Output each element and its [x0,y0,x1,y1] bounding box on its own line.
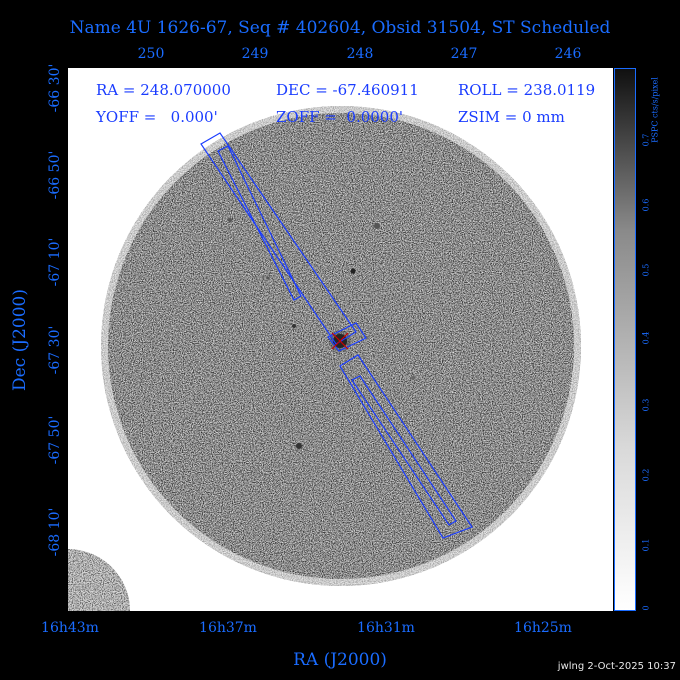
dec-tick-label: -67 30' [47,325,63,375]
sky-image [68,68,613,611]
yoff-readout: YOFF = 0.000' [96,108,218,126]
sky-image-panel[interactable]: RA = 248.070000 DEC = -67.460911 ROLL = … [68,68,613,611]
colorbar-tick: 0.3 [641,398,651,412]
dec-tick-label: -66 30' [47,63,63,113]
dec-tick-label: -67 10' [47,237,63,287]
bottom-tick-label: 16h31m [357,620,415,636]
target-marker [331,332,349,350]
detector-outline [200,132,473,539]
zoff-readout: ZOFF = 0.0000' [276,108,404,126]
x-axis-label: RA (J2000) [293,650,387,670]
y-axis-label: Dec (J2000) [10,289,31,391]
dec-tick-label: -67 50' [47,415,63,465]
top-tick-label: 248 [346,46,374,62]
colorbar-tick: 0.2 [641,468,651,482]
colorbar-tick: 0.6 [641,198,651,212]
colorbar-tick: 0.4 [641,331,651,345]
top-tick-label: 250 [137,46,165,62]
zsim-readout: ZSIM = 0 mm [458,108,565,126]
top-tick-label: 247 [450,46,478,62]
roll-readout: ROLL = 238.0119 [458,81,596,99]
dec-readout: DEC = -67.460911 [276,81,419,99]
dec-tick-label: -68 10' [47,507,63,557]
colorbar-tick: 0.5 [641,263,651,277]
colorbar-tick: 0.7 [641,133,651,147]
colorbar-unit: PSPC cts/s/pixel [650,77,660,143]
bottom-tick-label: 16h25m [514,620,572,636]
dec-tick-label: -66 50' [47,150,63,200]
footer-timestamp: jwlng 2-Oct-2025 10:37 [557,661,676,672]
plot-title: Name 4U 1626-67, Seq # 402604, Obsid 315… [69,18,611,38]
colorbar-tick: 0 [641,605,651,611]
colorbar [614,68,636,611]
bottom-tick-label: 16h37m [199,620,257,636]
colorbar-tick: 0.1 [641,538,651,552]
bottom-tick-label: 16h43m [41,620,99,636]
top-tick-label: 249 [241,46,269,62]
ra-readout: RA = 248.070000 [96,81,231,99]
top-tick-label: 246 [554,46,582,62]
